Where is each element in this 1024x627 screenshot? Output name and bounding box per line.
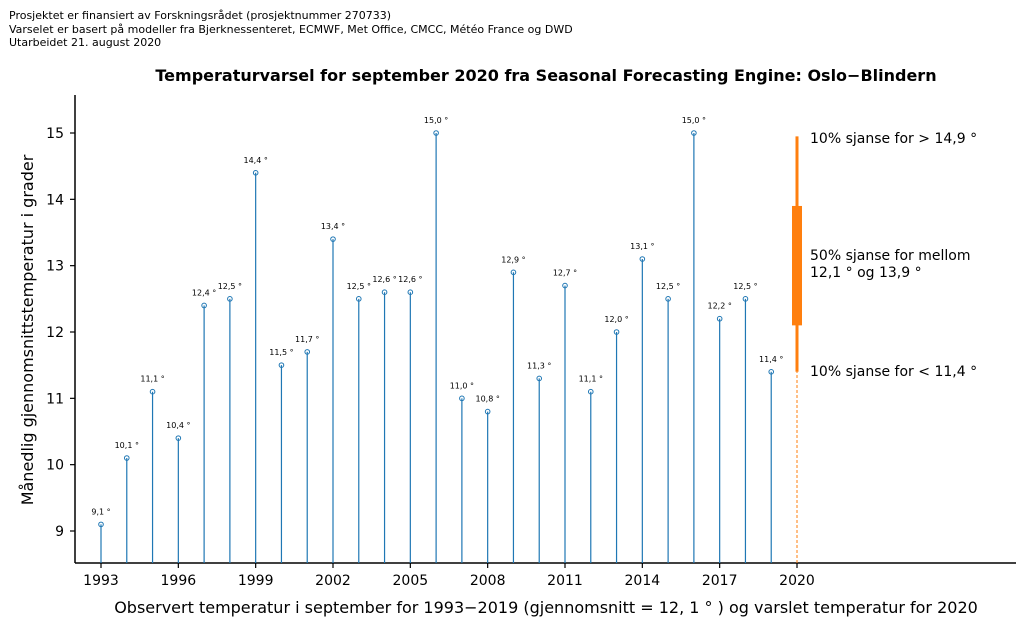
data-label: 14,4 °: [243, 156, 267, 165]
y-tick-label: 13: [46, 259, 64, 275]
stem-marker: [691, 130, 697, 136]
x-tick-label: 1993: [83, 573, 119, 589]
stem-marker: [330, 236, 336, 242]
models-note: Varselet er basert på modeller fra Bjerk…: [9, 23, 573, 36]
data-label: 15,0 °: [424, 116, 448, 125]
stem-marker: [484, 408, 491, 415]
stem-marker: [201, 302, 207, 309]
data-label: 10,4 °: [166, 421, 190, 430]
y-axis-label: Månedlig gjennomsnittstemperatur i grade…: [18, 154, 37, 505]
stem-marker: [175, 435, 182, 441]
data-label: 11,1 °: [579, 375, 603, 384]
data-label: 12,4 °: [192, 288, 216, 297]
annotation-upper: 10% sjanse for > 14,9 °: [810, 131, 977, 147]
y-tick-label: 10: [46, 458, 64, 474]
data-label: 11,7 °: [295, 335, 319, 344]
stem-marker: [536, 375, 543, 382]
stem-marker: [639, 256, 646, 262]
data-label: 12,5 °: [733, 282, 757, 291]
x-tick-label: 2014: [625, 573, 661, 589]
data-label: 9,1 °: [91, 507, 110, 516]
x-tick-label: 1999: [238, 573, 274, 589]
stem-marker: [562, 282, 568, 289]
stem-marker: [123, 455, 130, 461]
data-label: 12,0 °: [604, 315, 628, 324]
x-tick-label: 2017: [702, 573, 738, 589]
x-tick-label: 2005: [393, 573, 429, 589]
data-label: 12,7 °: [553, 269, 577, 278]
data-label: 12,2 °: [707, 302, 731, 311]
funding-note: Prosjektet er finansiert av Forskningsrå…: [9, 9, 391, 22]
data-label: 12,6 °: [398, 275, 422, 284]
x-tick-label: 2020: [779, 573, 815, 589]
x-tick-label: 1996: [161, 573, 197, 589]
stem-marker: [510, 269, 517, 276]
stem-marker: [252, 170, 259, 176]
data-label: 12,5 °: [347, 282, 371, 291]
data-label: 11,1 °: [140, 375, 164, 384]
y-tick-label: 9: [55, 524, 64, 540]
x-tick-label: 2011: [547, 573, 583, 589]
stem-marker: [716, 315, 723, 322]
stem-marker: [768, 369, 775, 375]
data-label: 13,1 °: [630, 242, 654, 251]
stem-marker: [613, 329, 620, 335]
stem-marker: [355, 296, 362, 302]
stem-marker: [278, 362, 285, 368]
stem-marker: [742, 296, 749, 302]
data-label: 10,1 °: [115, 441, 139, 450]
annotation-middle-2: 12,1 ° og 13,9 °: [810, 265, 922, 281]
stem-marker: [587, 388, 594, 395]
y-tick-label: 15: [46, 126, 64, 142]
stem-marker: [381, 289, 388, 296]
forecast-50-range: [792, 205, 802, 326]
y-tick-label: 14: [46, 192, 64, 208]
data-label: 13,4 °: [321, 222, 345, 231]
data-label: 11,0 °: [450, 381, 474, 390]
y-tick-label: 11: [46, 391, 64, 407]
data-label: 12,6 °: [372, 275, 396, 284]
data-label: 11,5 °: [269, 348, 293, 357]
stem-marker: [98, 521, 104, 528]
chart-title: Temperaturvarsel for september 2020 fra …: [155, 66, 936, 85]
data-label: 11,3 °: [527, 361, 551, 370]
data-label: 11,4 °: [759, 355, 783, 364]
stem-marker: [407, 289, 414, 296]
x-tick-label: 2002: [315, 573, 351, 589]
stem-marker: [433, 130, 439, 136]
annotation-middle-1: 50% sjanse for mellom: [810, 248, 971, 264]
x-axis-label: Observert temperatur i september for 199…: [114, 598, 978, 617]
data-label: 12,9 °: [501, 255, 525, 264]
stem-marker: [665, 296, 671, 302]
x-tick-label: 2008: [470, 573, 506, 589]
data-label: 15,0 °: [682, 116, 706, 125]
stem-marker: [149, 388, 156, 395]
stem-marker: [304, 349, 311, 355]
stem-marker: [227, 296, 233, 302]
annotation-lower: 10% sjanse for < 11,4 °: [810, 364, 977, 380]
y-tick-label: 12: [46, 325, 64, 341]
date-note: Utarbeidet 21. august 2020: [9, 36, 161, 49]
stem-marker: [459, 395, 465, 402]
data-label: 12,5 °: [218, 282, 242, 291]
data-label: 12,5 °: [656, 282, 680, 291]
data-label: 10,8 °: [475, 395, 499, 404]
